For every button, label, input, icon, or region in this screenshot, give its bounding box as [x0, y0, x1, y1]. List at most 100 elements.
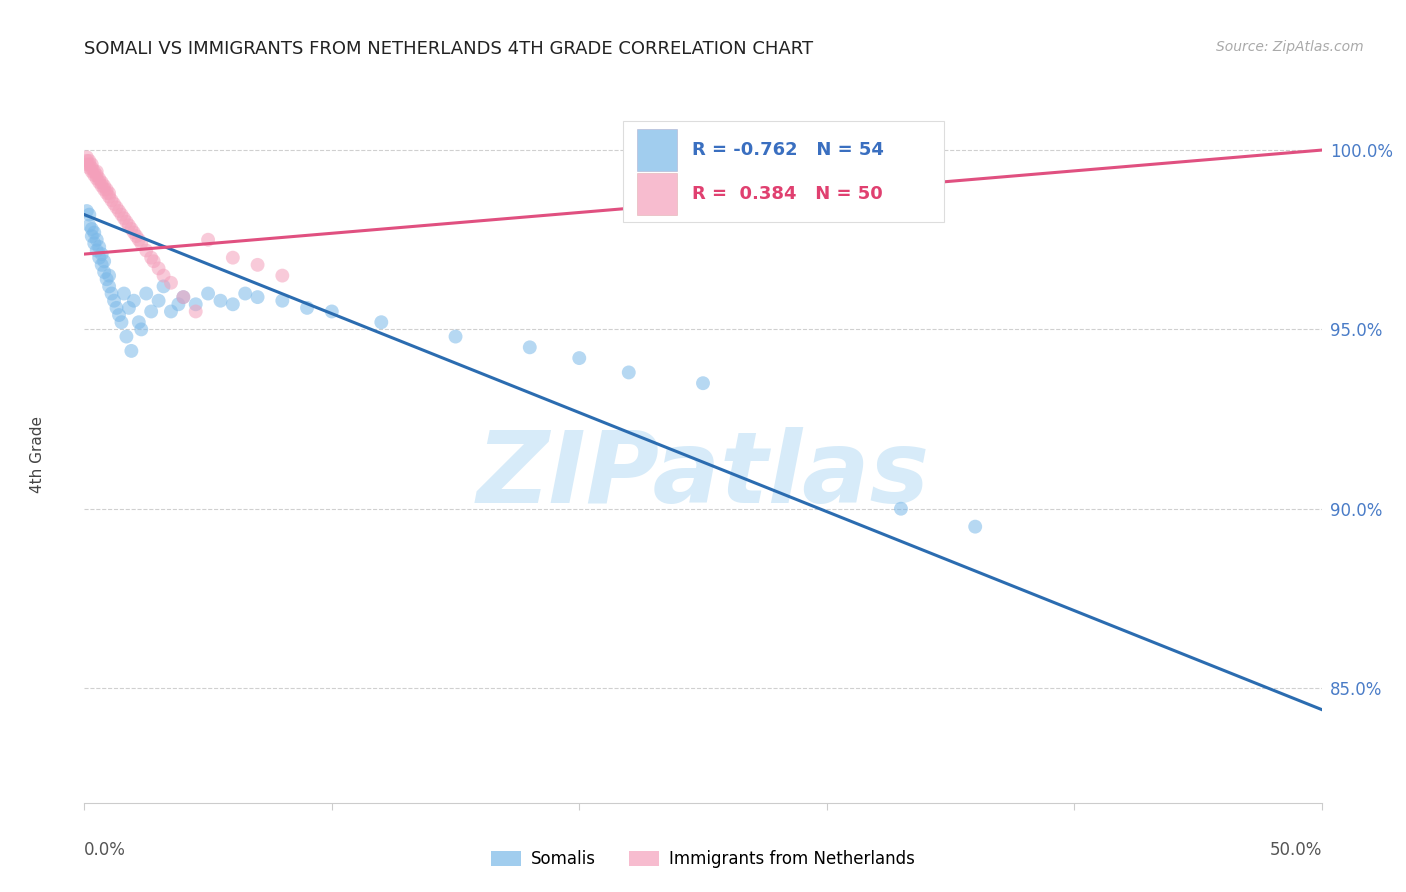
Point — [160, 304, 183, 318]
Point — [103, 197, 125, 211]
Point — [271, 293, 294, 308]
Point — [79, 219, 101, 233]
Point — [89, 240, 111, 254]
Point — [98, 268, 121, 283]
Point — [246, 258, 269, 272]
Point — [110, 315, 132, 329]
Point — [83, 236, 105, 251]
Point — [98, 190, 121, 204]
Point — [233, 286, 256, 301]
Point — [120, 222, 142, 236]
Point — [271, 268, 294, 283]
Point — [122, 226, 145, 240]
Point — [617, 366, 640, 380]
Point — [246, 290, 269, 304]
Point — [295, 301, 318, 315]
FancyBboxPatch shape — [623, 121, 945, 222]
Point — [370, 315, 392, 329]
Point — [80, 229, 103, 244]
Point — [209, 293, 232, 308]
Point — [90, 175, 112, 189]
Point — [83, 164, 105, 178]
Point — [89, 175, 111, 189]
Point — [110, 208, 132, 222]
Point — [197, 233, 219, 247]
Point — [115, 329, 138, 343]
Point — [76, 153, 98, 168]
Point — [184, 304, 207, 318]
Point — [96, 272, 118, 286]
Point — [125, 229, 148, 244]
Legend: Somalis, Immigrants from Netherlands: Somalis, Immigrants from Netherlands — [484, 843, 922, 874]
Point — [93, 178, 115, 193]
Point — [86, 168, 108, 182]
Point — [96, 182, 118, 196]
Point — [93, 265, 115, 279]
Point — [89, 251, 111, 265]
Point — [222, 297, 245, 311]
Point — [197, 286, 219, 301]
Point — [76, 204, 98, 219]
Point — [105, 301, 128, 315]
Point — [129, 322, 152, 336]
Point — [167, 297, 190, 311]
Text: Source: ZipAtlas.com: Source: ZipAtlas.com — [1216, 40, 1364, 54]
Text: R =  0.384   N = 50: R = 0.384 N = 50 — [692, 185, 883, 203]
Point — [135, 244, 157, 258]
Point — [128, 233, 150, 247]
Point — [100, 286, 122, 301]
Point — [76, 150, 98, 164]
Point — [93, 182, 115, 196]
Text: R = -0.762   N = 54: R = -0.762 N = 54 — [692, 141, 884, 159]
Point — [79, 208, 101, 222]
Point — [129, 236, 152, 251]
Point — [79, 153, 101, 168]
Point — [76, 157, 98, 171]
Point — [890, 501, 912, 516]
Point — [98, 186, 121, 200]
Point — [93, 254, 115, 268]
Point — [80, 161, 103, 175]
Point — [160, 276, 183, 290]
Point — [118, 219, 141, 233]
Point — [79, 161, 101, 175]
Point — [172, 290, 194, 304]
Point — [152, 268, 174, 283]
Point — [90, 178, 112, 193]
Point — [118, 301, 141, 315]
Point — [103, 293, 125, 308]
Point — [120, 343, 142, 358]
Point — [184, 297, 207, 311]
Point — [105, 201, 128, 215]
Point — [100, 194, 122, 208]
Point — [108, 204, 131, 219]
Point — [141, 251, 163, 265]
Text: 50.0%: 50.0% — [1270, 841, 1322, 859]
Point — [222, 251, 245, 265]
Point — [135, 286, 157, 301]
Point — [148, 261, 170, 276]
Point — [86, 244, 108, 258]
Point — [90, 258, 112, 272]
Point — [80, 157, 103, 171]
Point — [148, 293, 170, 308]
Point — [128, 315, 150, 329]
Point — [83, 226, 105, 240]
Point — [90, 247, 112, 261]
Point — [86, 171, 108, 186]
Point — [80, 164, 103, 178]
Point — [152, 279, 174, 293]
Point — [86, 233, 108, 247]
Point — [965, 519, 987, 533]
Point — [142, 254, 165, 268]
Point — [108, 308, 131, 322]
Text: ZIPatlas: ZIPatlas — [477, 427, 929, 524]
Point — [321, 304, 343, 318]
Point — [83, 168, 105, 182]
Text: SOMALI VS IMMIGRANTS FROM NETHERLANDS 4TH GRADE CORRELATION CHART: SOMALI VS IMMIGRANTS FROM NETHERLANDS 4T… — [84, 40, 814, 58]
Point — [914, 143, 936, 157]
Point — [692, 376, 714, 391]
Point — [444, 329, 467, 343]
Point — [112, 211, 135, 226]
Point — [86, 164, 108, 178]
